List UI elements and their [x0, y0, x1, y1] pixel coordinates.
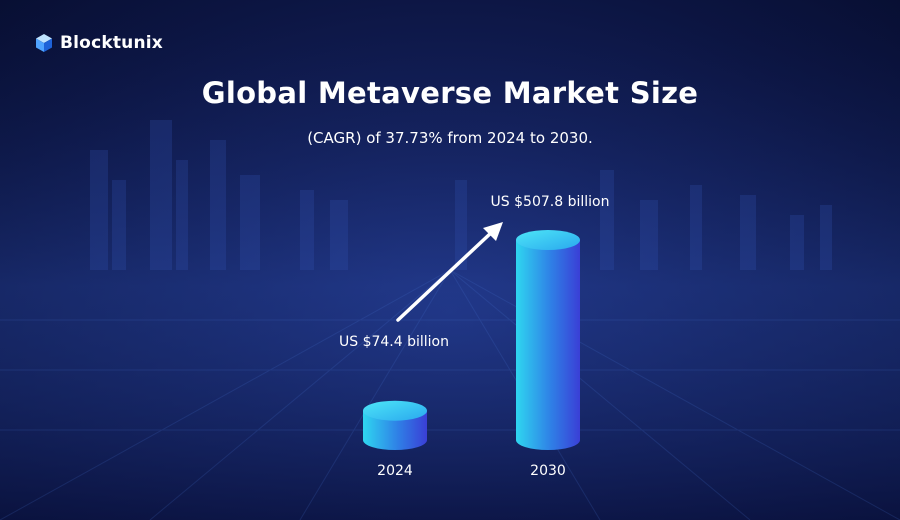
brand-name: Blocktunix [60, 33, 163, 53]
category-label: 2024 [377, 463, 413, 479]
cube-icon [36, 34, 52, 52]
brand-logo: Blocktunix [34, 33, 163, 53]
bar-body [363, 410, 427, 450]
bar-top [516, 230, 580, 250]
growth-arrow [396, 222, 503, 322]
bar-top [363, 400, 427, 421]
bar-2024 [363, 400, 427, 450]
category-label: 2030 [530, 463, 566, 479]
value-label: US $507.8 billion [491, 194, 610, 210]
bar-2030 [516, 230, 580, 450]
value-label: US $74.4 billion [339, 334, 449, 350]
chart-title: Global Metaverse Market Size [201, 76, 699, 110]
chart-subtitle: (CAGR) of 37.73% from 2024 to 2030. [307, 129, 593, 147]
bar-body [516, 240, 580, 450]
